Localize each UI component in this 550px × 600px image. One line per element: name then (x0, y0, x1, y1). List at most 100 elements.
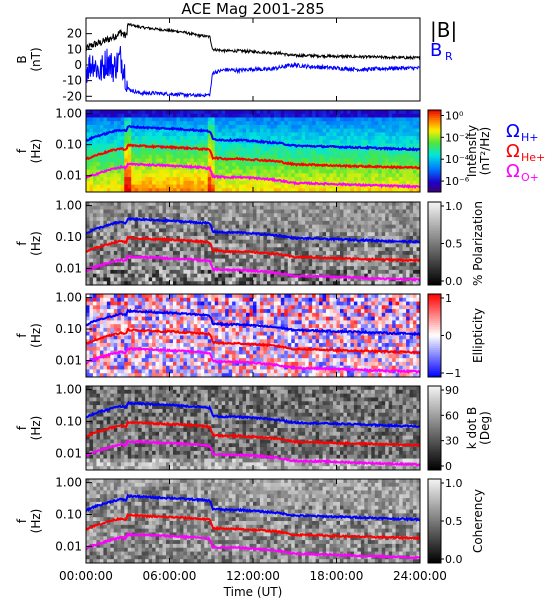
polarization-cell (145, 269, 150, 275)
intensity-cell (336, 154, 341, 159)
intensity-cell (106, 110, 111, 115)
intensity-cell (169, 180, 174, 186)
intensity-cell (89, 158, 94, 163)
polarization-cell (301, 220, 306, 226)
intensity-cell (239, 143, 244, 148)
intensity-cell (263, 180, 268, 186)
intensity-cell (416, 136, 420, 141)
polarization-cell (266, 217, 271, 222)
intensity-cell (92, 177, 97, 182)
intensity-cell (333, 136, 337, 141)
polarization-colorbar-step (428, 258, 441, 261)
intensity-cell (148, 139, 153, 145)
polarization-cell (301, 251, 306, 256)
intensity-cell (339, 180, 344, 186)
polarization-cell (127, 273, 132, 278)
polarization-cell (381, 281, 386, 285)
intensity-cell (169, 128, 174, 133)
polarization-cell (197, 213, 202, 218)
polarization-colorbar-step (428, 262, 441, 265)
polarization-cell (322, 224, 327, 229)
polarization-cell (322, 266, 327, 271)
intensity-cell (277, 117, 282, 122)
intensity-cell (277, 132, 282, 137)
polarization-cell (381, 213, 386, 218)
intensity-cell (155, 173, 160, 178)
polarization-cell (172, 232, 177, 237)
intensity-cell (364, 169, 369, 174)
intensity-cell (336, 184, 341, 189)
intensity-cell (172, 173, 177, 178)
polarization-cell (86, 213, 90, 218)
intensity-cell (284, 139, 289, 145)
polarization-cell (106, 224, 111, 229)
intensity-cell (409, 169, 414, 174)
polarization-cell (374, 266, 379, 271)
intensity-cell (388, 162, 393, 167)
intensity-cell (113, 132, 118, 137)
intensity-cell (200, 139, 205, 145)
intensity-cell (249, 143, 254, 148)
intensity-cell (172, 154, 177, 159)
ellipticity-cell (92, 361, 97, 367)
intensity-cell (197, 180, 202, 186)
intensity-cell (312, 177, 317, 182)
intensity-cell (232, 173, 237, 178)
polarization-cell (277, 213, 282, 218)
polarization-colorbar-step (428, 231, 441, 234)
intensity-cell (280, 173, 285, 178)
polarization-colorbar-step (428, 253, 441, 257)
polarization-cell (207, 281, 212, 285)
polarization-cell (228, 247, 233, 252)
polarization-cell (235, 239, 240, 244)
intensity-cell (266, 136, 271, 141)
ellipticity-cell (172, 339, 177, 344)
intensity-cell (395, 143, 400, 148)
intensity-cell (315, 173, 320, 178)
intensity-cell (406, 188, 411, 192)
intensity-cell (162, 180, 167, 186)
polarization-cell (166, 266, 170, 271)
ellipticity-cell (86, 316, 90, 321)
intensity-cell (416, 121, 420, 126)
polarization-cell (357, 224, 362, 229)
intensity-cell (353, 124, 358, 130)
polarization-cell (315, 209, 320, 214)
polarization-cell (106, 254, 111, 260)
polarization-cell (298, 224, 303, 229)
polarization-cell (155, 202, 160, 207)
polarization-cell (333, 213, 337, 218)
polarization-cell (360, 251, 365, 256)
intensity-cell (218, 162, 223, 167)
polarization-cell (169, 266, 174, 271)
polarization-cell (86, 258, 90, 263)
intensity-cell (402, 136, 407, 141)
polarization-cell (92, 254, 97, 260)
polarization-cell (200, 205, 205, 211)
intensity-cell (294, 184, 299, 189)
intensity-cell (350, 121, 355, 126)
polarization-cell (141, 281, 146, 285)
intensity-cell (197, 154, 202, 159)
intensity-cell (246, 165, 251, 171)
polarization-cell (263, 217, 268, 222)
intensity-cell (239, 121, 244, 126)
ellipticity-cell (113, 324, 118, 329)
intensity-cell (211, 139, 216, 145)
intensity-cell (266, 165, 271, 171)
intensity-cell (308, 188, 313, 192)
polarization-cell (134, 262, 139, 267)
intensity-cell (162, 113, 167, 118)
intensity-cell (162, 143, 167, 148)
intensity-cell (333, 173, 337, 178)
polarization-cell (322, 281, 327, 285)
intensity-cell (214, 151, 219, 156)
ellipticity-cell (159, 309, 164, 314)
intensity-cell (235, 169, 240, 174)
polarization-colorbar-step (428, 264, 441, 267)
ellipticity-cell (152, 294, 157, 299)
polarization-cell (92, 258, 97, 263)
intensity-cell (214, 121, 219, 126)
intensity-cell (413, 169, 418, 174)
intensity-cell (246, 180, 251, 186)
